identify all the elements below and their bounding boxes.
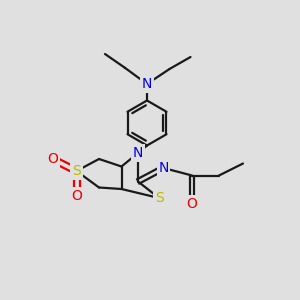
Text: O: O bbox=[47, 152, 58, 166]
Text: O: O bbox=[71, 189, 82, 202]
Text: N: N bbox=[142, 77, 152, 91]
Text: N: N bbox=[158, 161, 169, 175]
Text: O: O bbox=[187, 197, 197, 211]
Text: S: S bbox=[72, 164, 81, 178]
Text: S: S bbox=[154, 191, 164, 205]
Text: N: N bbox=[133, 146, 143, 160]
